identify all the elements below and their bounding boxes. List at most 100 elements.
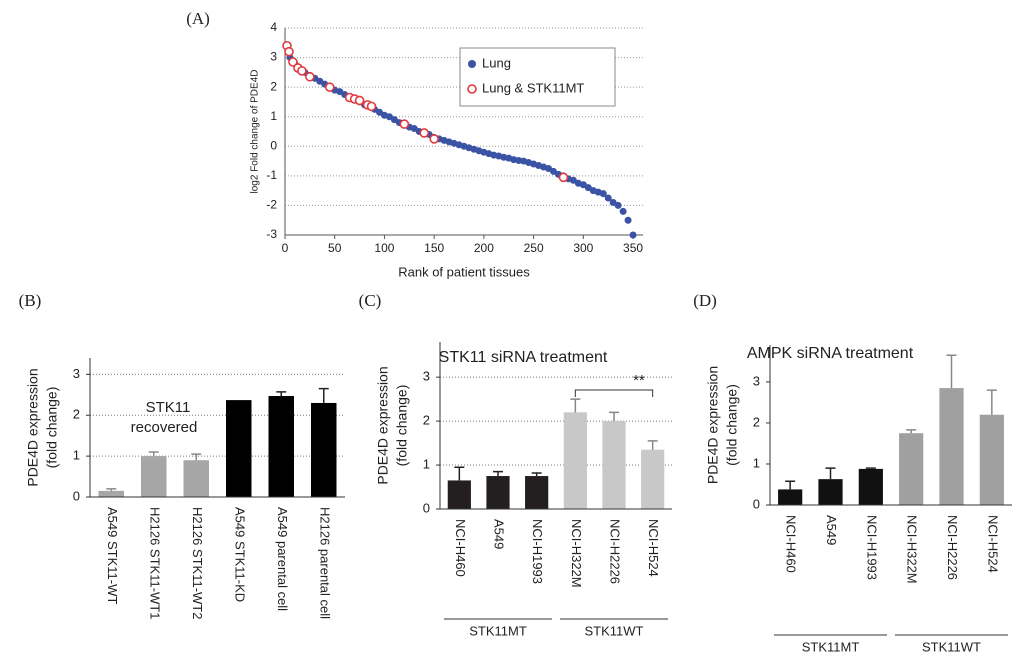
panel-label: (C) [359, 291, 382, 310]
error-bar [531, 472, 542, 477]
bar [98, 490, 124, 497]
error-bar [148, 451, 159, 457]
x-tick-label: A549 STK11-WT [105, 507, 120, 604]
data-point [614, 201, 622, 209]
error-bar [906, 429, 917, 434]
panel-label: (D) [693, 291, 717, 310]
x-tick-label: NCI-H524 [646, 519, 661, 577]
group-label: STK11WT [585, 623, 644, 638]
bar [486, 476, 510, 509]
data-point [599, 190, 607, 198]
y-axis-label: (fold change) [724, 384, 740, 466]
data-point [624, 216, 632, 224]
x-tick-label: NCI-H524 [985, 515, 1000, 573]
legend-label: Lung [482, 55, 511, 70]
x-tick-label: H2126 STK11-WT2 [190, 507, 205, 619]
error-bar [191, 453, 202, 461]
bar [818, 479, 843, 505]
y-tick-label: 3 [270, 50, 277, 64]
y-tick-label: 1 [270, 109, 277, 123]
x-tick-label: 100 [374, 241, 394, 255]
x-tick-label: NCI-H2226 [945, 515, 960, 580]
legend-label: Lung & STK11MT [482, 80, 584, 95]
chart-title: STK11 siRNA treatment [439, 349, 608, 366]
annotation: recovered [131, 419, 198, 436]
data-point [604, 194, 612, 202]
bar [525, 476, 549, 509]
bar [602, 421, 626, 509]
group-label: STK11MT [469, 623, 527, 638]
data-point [619, 207, 627, 215]
error-bar [865, 467, 876, 469]
error-bar [106, 488, 117, 491]
error-bar [276, 391, 287, 397]
data-point [399, 119, 410, 129]
data-point [284, 46, 294, 57]
bar [183, 460, 209, 497]
error-bar [785, 480, 796, 490]
error-bar [825, 467, 836, 480]
y-tick-label: 1 [73, 448, 80, 463]
significance-bracket [574, 389, 654, 397]
bar [311, 402, 337, 497]
data-point [366, 101, 377, 112]
x-axis-label: Rank of patient tissues [398, 264, 530, 279]
data-point [429, 134, 439, 144]
x-tick-label: A549 [492, 519, 507, 549]
x-tick-label: 250 [524, 241, 544, 255]
group-label: STK11WT [922, 639, 981, 654]
x-tick-label: A549 STK11-KD [232, 507, 247, 602]
y-axis-label: PDE4D expression [705, 366, 721, 484]
panel-label: (B) [19, 291, 42, 310]
legend-marker [467, 84, 477, 94]
x-tick-label: NCI-H2226 [608, 519, 623, 584]
annotation: STK11 [146, 399, 191, 416]
data-point [324, 82, 335, 92]
x-tick-label: 50 [328, 241, 342, 255]
bar [268, 396, 294, 497]
x-tick-label: 200 [474, 241, 494, 255]
y-tick-label: 1 [423, 456, 430, 471]
x-tick-label: 350 [623, 241, 643, 255]
y-tick-label: 3 [753, 373, 760, 388]
error-bar [493, 470, 503, 477]
x-tick-label: NCI-H322M [569, 519, 584, 588]
x-tick-label: NCI-H460 [784, 515, 799, 573]
y-tick-label: -3 [266, 227, 277, 241]
error-bar [986, 389, 997, 415]
y-tick-label: 4 [270, 20, 277, 34]
error-bar [609, 411, 619, 422]
y-tick-label: 2 [423, 413, 430, 428]
x-tick-label: 300 [573, 241, 593, 255]
bar [858, 468, 883, 505]
bar [939, 388, 964, 505]
x-tick-label: NCI-H1993 [530, 519, 545, 584]
bar [979, 414, 1004, 505]
x-tick-label: NCI-H1993 [864, 515, 879, 580]
y-axis-label: log2 Fold change of PDE4D [250, 70, 261, 194]
y-tick-label: 2 [73, 407, 80, 422]
bar [447, 480, 471, 509]
x-tick-label: H2126 parental cell [317, 507, 332, 619]
data-point [629, 231, 637, 239]
y-tick-label: 0 [423, 500, 430, 515]
y-tick-label: 2 [753, 414, 760, 429]
bar [899, 433, 924, 505]
x-tick-label: NCI-H460 [453, 519, 468, 577]
y-axis-label: PDE4D expression [375, 366, 391, 484]
bar [226, 400, 252, 497]
data-point [288, 57, 298, 67]
error-bar [647, 440, 658, 450]
y-tick-label: -1 [266, 168, 277, 182]
y-axis-label: (fold change) [44, 387, 60, 469]
y-axis-label: PDE4D expression [25, 368, 41, 486]
data-point [419, 128, 430, 138]
y-tick-label: 2 [270, 79, 277, 93]
panel-label: (A) [186, 9, 210, 28]
data-point [305, 71, 315, 82]
x-tick-label: A549 [824, 515, 839, 545]
x-tick-label: A549 parental cell [275, 507, 290, 611]
bar [141, 456, 167, 497]
y-tick-label: 1 [753, 455, 760, 470]
